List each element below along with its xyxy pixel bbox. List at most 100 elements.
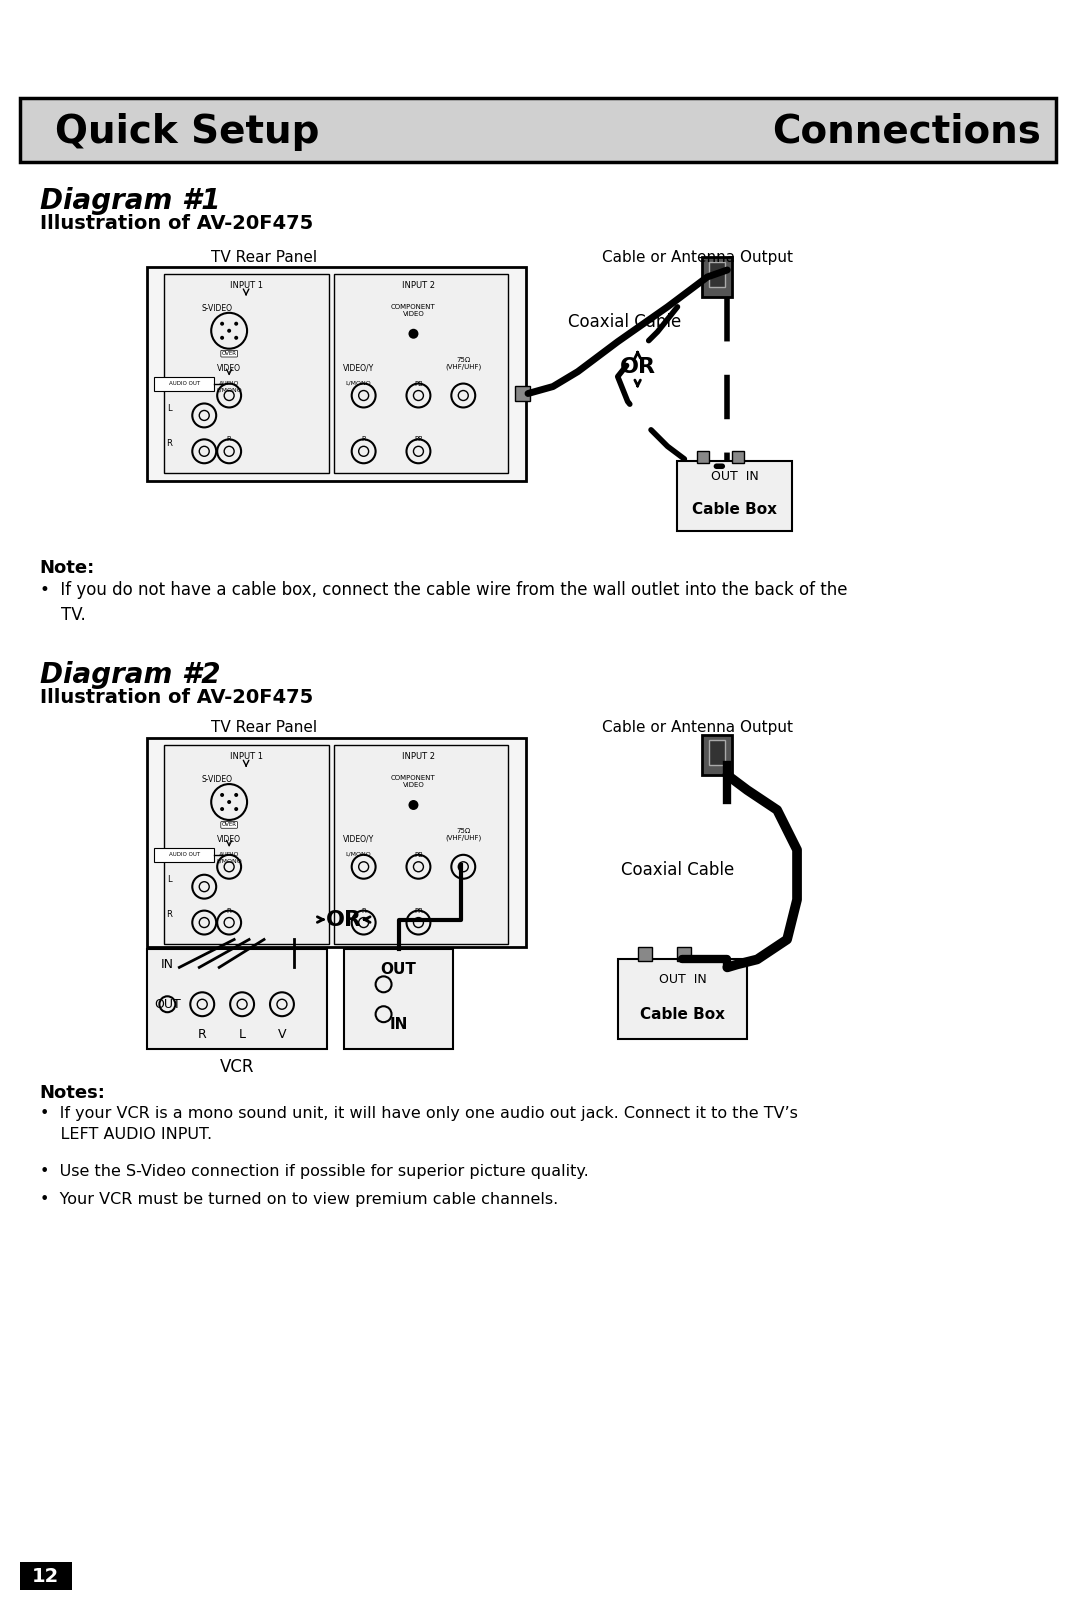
Text: R: R bbox=[362, 907, 366, 913]
Text: Cable Box: Cable Box bbox=[640, 1006, 725, 1022]
Circle shape bbox=[220, 793, 224, 798]
Text: Illustration of AV-20F475: Illustration of AV-20F475 bbox=[40, 213, 313, 233]
FancyBboxPatch shape bbox=[154, 377, 214, 390]
Text: S-VIDEO: S-VIDEO bbox=[202, 303, 232, 313]
Circle shape bbox=[408, 329, 418, 339]
FancyBboxPatch shape bbox=[19, 1562, 71, 1591]
Text: R: R bbox=[362, 437, 366, 443]
Text: INPUT 1: INPUT 1 bbox=[230, 753, 262, 761]
FancyBboxPatch shape bbox=[618, 960, 747, 1038]
Circle shape bbox=[220, 807, 224, 811]
FancyBboxPatch shape bbox=[343, 950, 454, 1050]
FancyBboxPatch shape bbox=[19, 98, 1056, 162]
Text: INPUT 1: INPUT 1 bbox=[230, 281, 262, 291]
Circle shape bbox=[234, 321, 239, 326]
Text: •  If you do not have a cable box, connect the cable wire from the wall outlet i: • If you do not have a cable box, connec… bbox=[40, 581, 848, 624]
FancyBboxPatch shape bbox=[698, 451, 710, 464]
Text: L/MONO: L/MONO bbox=[346, 380, 372, 385]
FancyBboxPatch shape bbox=[154, 847, 214, 862]
Text: Coaxial Cable: Coaxial Cable bbox=[568, 313, 681, 331]
Text: PB: PB bbox=[414, 380, 423, 387]
Text: VIDEO: VIDEO bbox=[217, 835, 241, 844]
Text: COMPONENT
VIDEO: COMPONENT VIDEO bbox=[391, 303, 436, 316]
FancyBboxPatch shape bbox=[148, 266, 526, 482]
Text: L: L bbox=[167, 404, 172, 412]
Text: AUDIO: AUDIO bbox=[219, 852, 240, 857]
Text: IN: IN bbox=[161, 958, 174, 971]
Circle shape bbox=[408, 799, 418, 811]
Text: R: R bbox=[198, 1027, 206, 1040]
Text: Illustration of AV-20F475: Illustration of AV-20F475 bbox=[40, 689, 313, 708]
Text: R: R bbox=[227, 437, 231, 443]
Text: AUDIO OUT: AUDIO OUT bbox=[168, 380, 200, 387]
Text: PB: PB bbox=[414, 852, 423, 857]
Text: VIDEO: VIDEO bbox=[217, 364, 241, 372]
Text: OUT  IN: OUT IN bbox=[711, 470, 758, 483]
Circle shape bbox=[227, 799, 231, 804]
Text: L: L bbox=[167, 875, 172, 884]
Text: Diagram #1: Diagram #1 bbox=[40, 188, 220, 215]
FancyBboxPatch shape bbox=[732, 451, 744, 464]
Text: •  Use the S-Video connection if possible for superior picture quality.: • Use the S-Video connection if possible… bbox=[40, 1164, 589, 1178]
Text: INPUT 2: INPUT 2 bbox=[402, 753, 435, 761]
Text: TV Rear Panel: TV Rear Panel bbox=[211, 721, 318, 735]
Text: Cable Box: Cable Box bbox=[692, 502, 778, 517]
Text: R: R bbox=[227, 907, 231, 913]
Text: Quick Setup: Quick Setup bbox=[55, 112, 320, 151]
Text: AUDIO OUT: AUDIO OUT bbox=[168, 852, 200, 857]
FancyBboxPatch shape bbox=[710, 740, 726, 766]
Text: COMPONENT
VIDEO: COMPONENT VIDEO bbox=[391, 775, 436, 788]
Text: 12: 12 bbox=[32, 1566, 59, 1586]
Circle shape bbox=[227, 329, 231, 332]
Text: VCR: VCR bbox=[220, 1058, 255, 1075]
Text: OR: OR bbox=[620, 356, 656, 377]
Text: VIDEO/Y: VIDEO/Y bbox=[343, 835, 375, 844]
FancyBboxPatch shape bbox=[334, 745, 508, 944]
Text: OVER: OVER bbox=[221, 351, 237, 356]
Text: L/MONO: L/MONO bbox=[216, 859, 242, 863]
FancyBboxPatch shape bbox=[164, 745, 328, 944]
FancyBboxPatch shape bbox=[334, 274, 508, 473]
Text: 75Ω
(VHF/UHF): 75Ω (VHF/UHF) bbox=[445, 828, 482, 841]
Circle shape bbox=[234, 335, 239, 340]
Text: Notes:: Notes: bbox=[40, 1083, 106, 1103]
Circle shape bbox=[234, 793, 239, 798]
Text: •  Your VCR must be turned on to view premium cable channels.: • Your VCR must be turned on to view pre… bbox=[40, 1191, 558, 1207]
Text: Cable or Antenna Output: Cable or Antenna Output bbox=[602, 250, 793, 265]
Circle shape bbox=[220, 335, 224, 340]
FancyBboxPatch shape bbox=[164, 274, 328, 473]
FancyBboxPatch shape bbox=[702, 735, 732, 775]
Text: OUT: OUT bbox=[154, 998, 180, 1011]
FancyBboxPatch shape bbox=[702, 257, 732, 297]
Text: L/MONO: L/MONO bbox=[216, 387, 242, 393]
Text: L: L bbox=[239, 1027, 245, 1040]
Circle shape bbox=[220, 321, 224, 326]
FancyBboxPatch shape bbox=[710, 262, 726, 287]
Text: 75Ω
(VHF/UHF): 75Ω (VHF/UHF) bbox=[445, 356, 482, 371]
FancyBboxPatch shape bbox=[637, 947, 651, 961]
Text: VIDEO/Y: VIDEO/Y bbox=[343, 364, 375, 372]
Text: INPUT 2: INPUT 2 bbox=[402, 281, 435, 291]
Text: V: V bbox=[278, 1027, 286, 1040]
FancyBboxPatch shape bbox=[677, 947, 691, 961]
Text: Cable or Antenna Output: Cable or Antenna Output bbox=[602, 721, 793, 735]
FancyBboxPatch shape bbox=[515, 385, 530, 401]
Text: Coaxial Cable: Coaxial Cable bbox=[621, 860, 734, 880]
Text: Connections: Connections bbox=[772, 112, 1041, 151]
Text: OUT  IN: OUT IN bbox=[659, 973, 706, 985]
Text: •  If your VCR is a mono sound unit, it will have only one audio out jack. Conne: • If your VCR is a mono sound unit, it w… bbox=[40, 1106, 798, 1141]
Text: TV Rear Panel: TV Rear Panel bbox=[211, 250, 318, 265]
Text: AUDIO: AUDIO bbox=[219, 380, 240, 385]
Text: Diagram #2: Diagram #2 bbox=[40, 661, 220, 689]
Text: OUT: OUT bbox=[380, 961, 417, 977]
Text: IN: IN bbox=[389, 1016, 408, 1032]
Text: PR: PR bbox=[414, 437, 423, 443]
Text: R: R bbox=[166, 910, 173, 920]
Text: OR: OR bbox=[326, 910, 362, 929]
FancyBboxPatch shape bbox=[148, 738, 526, 947]
FancyBboxPatch shape bbox=[677, 461, 792, 531]
Text: OVER: OVER bbox=[221, 822, 237, 828]
Text: L/MONO: L/MONO bbox=[346, 852, 372, 857]
Text: PR: PR bbox=[414, 907, 423, 913]
Text: S-VIDEO: S-VIDEO bbox=[202, 775, 232, 785]
